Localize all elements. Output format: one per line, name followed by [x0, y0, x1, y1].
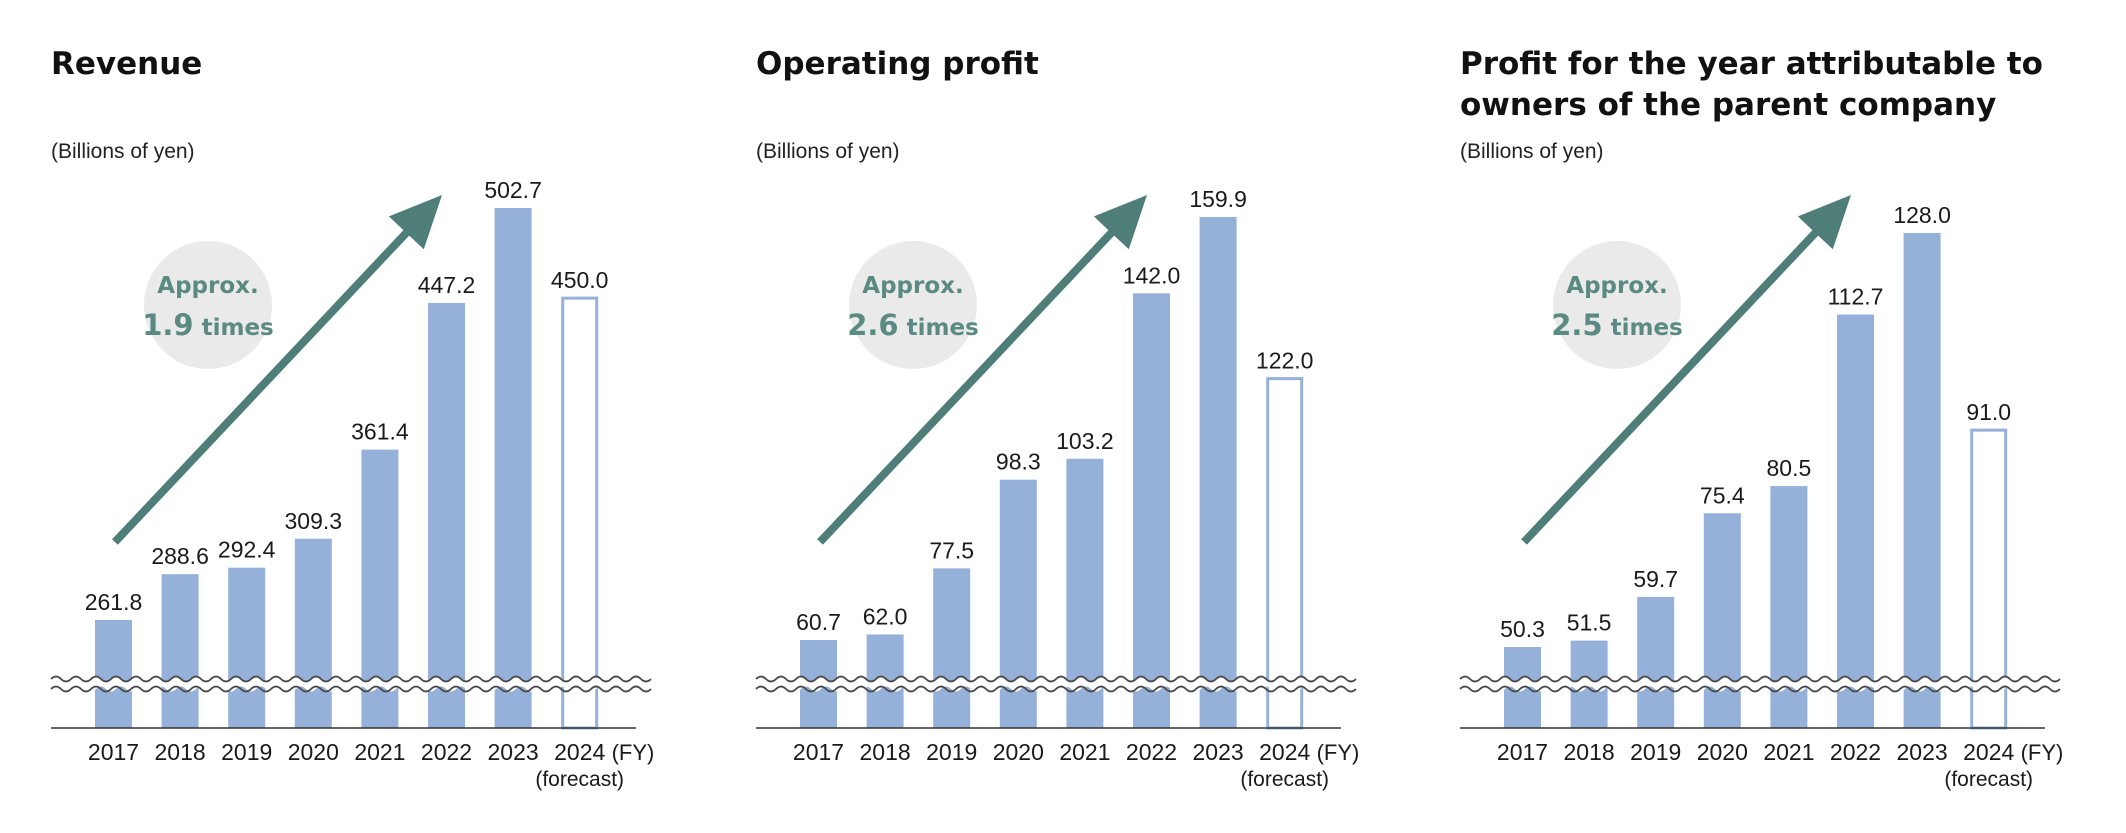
forecast-label: (forecast) — [1240, 768, 1329, 791]
unit-label: (Billions of yen) — [756, 140, 900, 163]
x-tick-label: 2023 — [488, 739, 539, 765]
data-label: 59.7 — [1633, 566, 1678, 592]
forecast-label: (forecast) — [1944, 768, 2033, 791]
data-label: 447.2 — [418, 272, 476, 298]
data-label: 91.0 — [1966, 399, 2011, 425]
bar — [228, 567, 266, 728]
x-tick-label: 2019 — [221, 739, 272, 765]
fy-label: (FY) — [2021, 740, 2064, 765]
bar — [1703, 513, 1741, 728]
bar — [1199, 217, 1237, 728]
axis-break-line — [755, 685, 1357, 693]
x-tick-label: 2018 — [1564, 739, 1615, 765]
data-label: 75.4 — [1700, 482, 1745, 508]
x-tick-label: 2017 — [88, 739, 139, 765]
x-tick-label: 2019 — [926, 739, 977, 765]
badge-label: Approx. — [862, 273, 963, 299]
x-tick-label: 2021 — [1763, 739, 1814, 765]
data-label: 450.0 — [551, 267, 609, 293]
data-label: 261.8 — [85, 589, 143, 615]
x-tick-label: 2018 — [860, 739, 911, 765]
x-tick-label: 2019 — [1630, 739, 1681, 765]
data-label: 288.6 — [151, 543, 209, 569]
growth-badge — [1553, 241, 1681, 369]
data-label: 142.0 — [1123, 262, 1181, 288]
x-tick-label: 2020 — [1697, 739, 1748, 765]
growth-badge — [144, 241, 272, 369]
badge-label: Approx. — [157, 273, 258, 299]
x-tick-label: 2023 — [1193, 739, 1244, 765]
revenue-panel: Revenue (Billions of yen) 261.8 288.6 292.… — [36, 0, 691, 833]
x-tick-label: 2022 — [1126, 739, 1177, 765]
x-tick-label: 2017 — [793, 739, 844, 765]
x-tick-label: 2024 — [1259, 739, 1310, 765]
net-profit-chart: 50.3 51.5 59.7 75.4 80.5 112.7 128.0 91.0 2017 20… — [1445, 195, 2064, 791]
forecast-bar — [561, 296, 599, 730]
forecast-bar — [1266, 377, 1304, 730]
data-label: 502.7 — [484, 177, 542, 203]
x-tick-label: 2018 — [155, 739, 206, 765]
x-tick-label: 2017 — [1497, 739, 1548, 765]
badge-value: 1.9 times — [142, 308, 274, 342]
data-label: 103.2 — [1056, 428, 1114, 454]
chart-title: Revenue — [51, 46, 203, 82]
forecast-label: (forecast) — [535, 768, 624, 791]
x-tick-label: 2021 — [1059, 739, 1110, 765]
axis-break-line — [1459, 685, 2061, 693]
x-tick-label: 2024 — [554, 739, 605, 765]
data-label: 361.4 — [351, 419, 409, 445]
axis-break-line — [50, 675, 652, 683]
bar — [1903, 233, 1941, 728]
data-label: 60.7 — [796, 609, 841, 635]
data-label: 309.3 — [285, 508, 343, 534]
bar — [294, 538, 332, 728]
data-label: 80.5 — [1767, 455, 1812, 481]
growth-badge — [849, 241, 977, 369]
operating-profit-chart: 60.7 62.0 77.5 98.3 103.2 142.0 159.9 122.0 2017… — [741, 186, 1360, 791]
data-label: 292.4 — [218, 537, 276, 563]
badge-value: 2.6 times — [847, 308, 979, 342]
chart-title: Profit for the year attributable to owne… — [1460, 46, 2043, 123]
fy-label: (FY) — [1317, 740, 1360, 765]
growth-arrow-icon — [817, 195, 1147, 545]
bar — [161, 574, 199, 728]
badge-label: Approx. — [1566, 273, 1667, 299]
net-profit-panel: Profit for the year attributable to owne… — [1445, 0, 2100, 833]
axis-break-line — [1459, 675, 2061, 683]
axis-break-line — [50, 685, 652, 693]
x-tick-label: 2021 — [354, 739, 405, 765]
bar — [428, 302, 465, 728]
data-label: 77.5 — [929, 537, 974, 563]
unit-label: (Billions of yen) — [1460, 140, 1604, 163]
badge-value: 2.5 times — [1551, 308, 1683, 342]
data-label: 50.3 — [1500, 616, 1545, 642]
fy-label: (FY) — [612, 740, 655, 765]
x-tick-label: 2022 — [421, 739, 472, 765]
bar — [95, 620, 132, 728]
bar — [1837, 314, 1874, 728]
bar — [933, 568, 971, 728]
data-label: 112.7 — [1828, 284, 1884, 310]
x-tick-label: 2020 — [288, 739, 339, 765]
x-tick-label: 2023 — [1897, 739, 1948, 765]
growth-arrow-icon — [112, 195, 442, 545]
data-label: 62.0 — [863, 603, 908, 629]
data-label: 159.9 — [1189, 186, 1247, 212]
bar — [1133, 293, 1170, 728]
axis-break-line — [755, 675, 1357, 683]
chart-title: Operating profit — [756, 46, 1039, 82]
data-label: 98.3 — [996, 449, 1041, 475]
operating-profit-panel: Operating profit (Billions of yen) 60.7 6… — [741, 0, 1396, 833]
x-tick-label: 2022 — [1830, 739, 1881, 765]
data-label: 128.0 — [1893, 202, 1951, 228]
x-tick-label: 2024 — [1963, 739, 2014, 765]
x-tick-label: 2020 — [993, 739, 1044, 765]
data-label: 122.0 — [1256, 348, 1314, 374]
bar — [1637, 596, 1675, 728]
unit-label: (Billions of yen) — [51, 140, 195, 163]
bar — [494, 208, 532, 728]
revenue-chart: 261.8 288.6 292.4 309.3 361.4 447.2 502.7 450.0… — [36, 177, 655, 791]
data-label: 51.5 — [1567, 610, 1612, 636]
growth-arrow-icon — [1521, 195, 1851, 545]
